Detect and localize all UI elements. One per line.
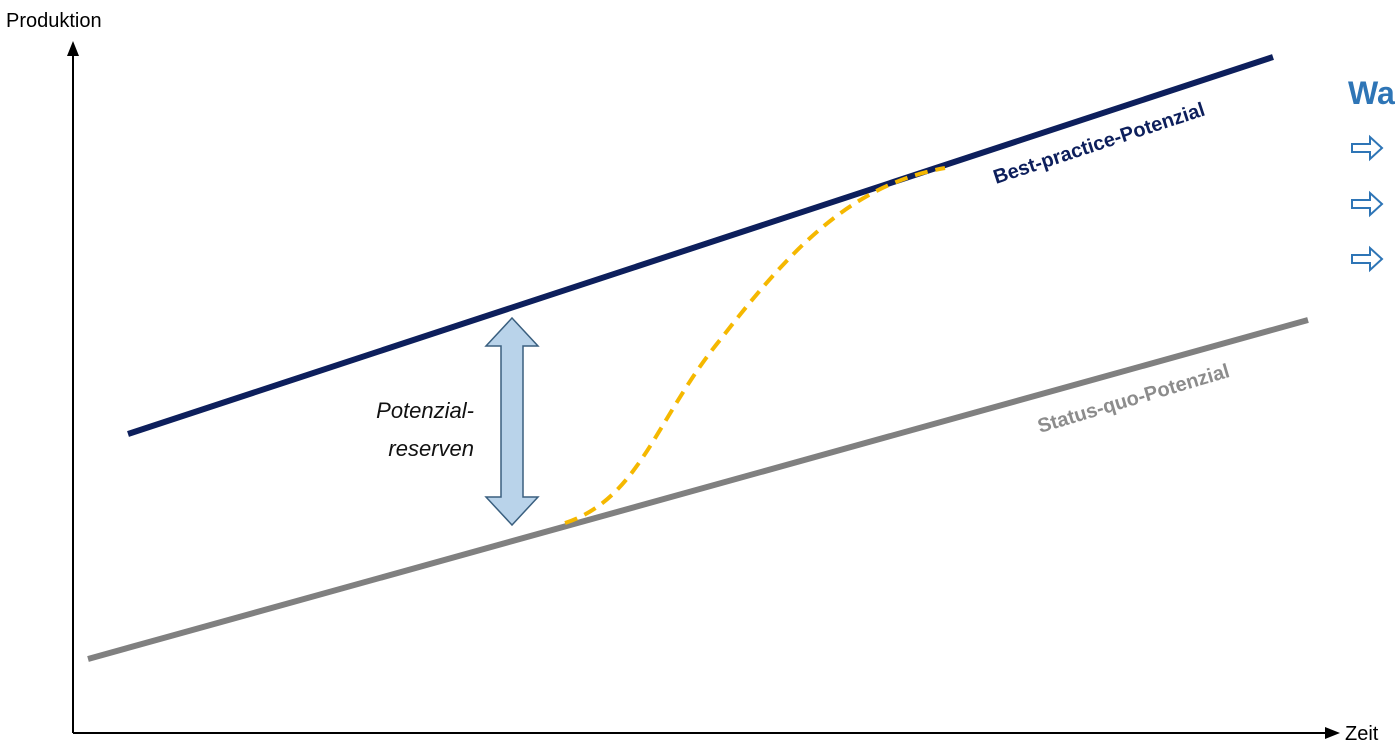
status-quo-line [87, 317, 1309, 662]
reserve-label-line1: Potenzial- [376, 398, 474, 423]
transition-curve [564, 166, 946, 525]
x-axis-arrowhead [1325, 727, 1340, 739]
best-practice-line [127, 54, 1274, 437]
side-bullet-arrow-icon [1351, 190, 1384, 218]
reserve-label-line2: reserven [388, 436, 474, 461]
reserve-double-arrow [484, 316, 540, 527]
x-axis-label: Zeit [1345, 723, 1379, 741]
side-bullet-arrow-icon [1351, 134, 1384, 162]
y-axis-label: Produktion [6, 10, 102, 32]
side-bullet-arrow-icon [1351, 245, 1384, 273]
side-panel-title: Wa [1348, 75, 1395, 111]
status-quo-label: Status-quo-Potenzial [1035, 360, 1232, 438]
y-axis-arrowhead [67, 41, 79, 56]
